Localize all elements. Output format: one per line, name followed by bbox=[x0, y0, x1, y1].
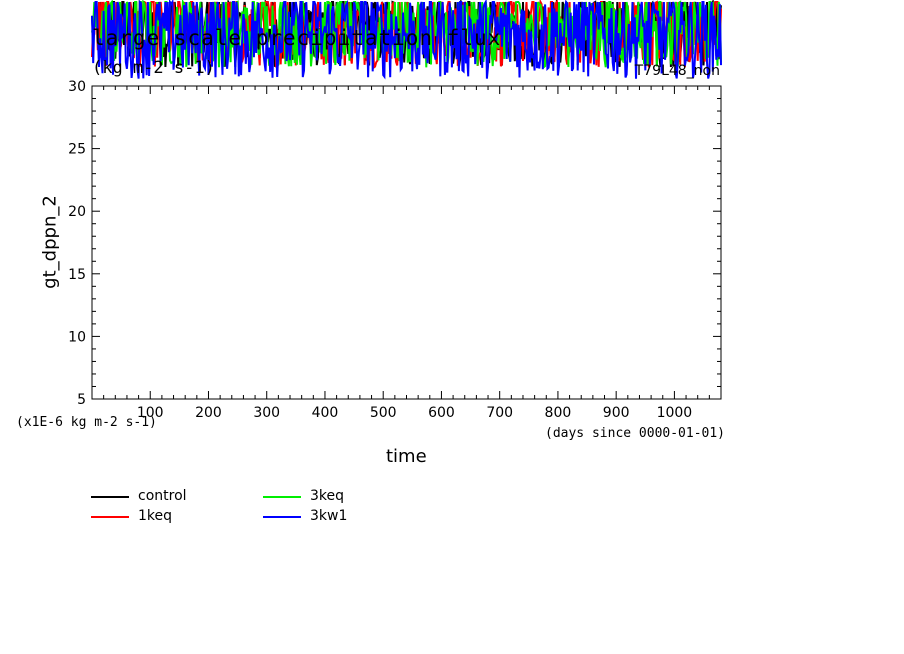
x-units-note: (days since 0000-01-01) bbox=[545, 426, 726, 441]
x-tick-label-700: 700 bbox=[486, 405, 513, 421]
y-scale-note: (x1E-6 kg m-2 s-1) bbox=[16, 415, 157, 430]
y-tick-label-5: 5 bbox=[77, 392, 86, 408]
legend-label: 3keq bbox=[310, 488, 345, 504]
series-line-3kw1 bbox=[91, 0, 722, 80]
legend-label: control bbox=[138, 488, 187, 504]
x-tick-label-300: 300 bbox=[253, 405, 280, 421]
y-tick-label-20: 20 bbox=[68, 204, 86, 220]
x-axis-label: time bbox=[386, 446, 427, 467]
chart-units: (kg m-2 s-1) bbox=[92, 58, 215, 78]
legend-label: 1keq bbox=[138, 508, 173, 524]
x-tick-label-600: 600 bbox=[428, 405, 455, 421]
y-tick-label-10: 10 bbox=[68, 329, 86, 345]
legend-label: 3kw1 bbox=[310, 508, 348, 524]
y-tick-label-30: 30 bbox=[68, 79, 86, 95]
y-tick-label-25: 25 bbox=[68, 142, 86, 158]
run-label: T79L48_non bbox=[634, 63, 720, 79]
x-tick-label-800: 800 bbox=[545, 405, 572, 421]
legend-swatch bbox=[263, 516, 301, 518]
legend-swatch bbox=[91, 496, 129, 498]
x-tick-label-500: 500 bbox=[370, 405, 397, 421]
x-tick-label-1000: 1000 bbox=[657, 405, 693, 421]
y-axis-label: gt_dppn_2 bbox=[39, 195, 61, 289]
plot-area bbox=[91, 85, 722, 400]
x-tick-label-100: 100 bbox=[137, 405, 164, 421]
legend-swatch bbox=[91, 516, 129, 518]
x-tick-label-200: 200 bbox=[195, 405, 222, 421]
legend-swatch bbox=[263, 496, 301, 498]
x-tick-label-400: 400 bbox=[312, 405, 339, 421]
y-tick-label-15: 15 bbox=[68, 267, 86, 283]
x-tick-label-900: 900 bbox=[603, 405, 630, 421]
chart-title: large scale precipitation flux bbox=[92, 26, 502, 50]
